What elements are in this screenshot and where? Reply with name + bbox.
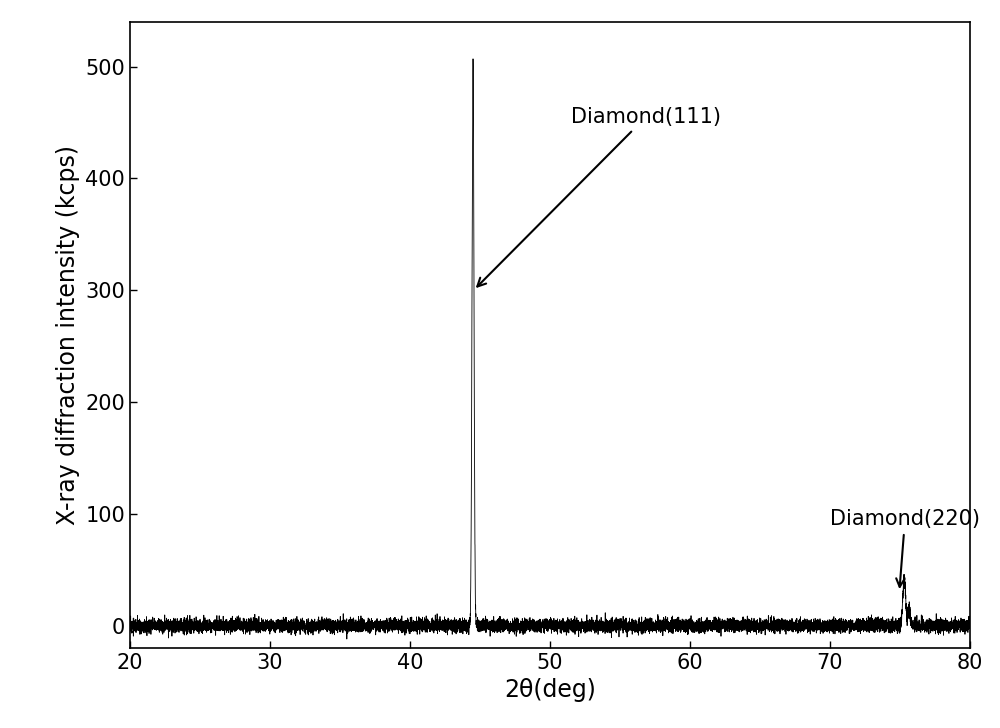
Text: Diamond(220): Diamond(220) <box>830 510 980 587</box>
Y-axis label: X-ray diffraction intensity (kcps): X-ray diffraction intensity (kcps) <box>56 145 80 525</box>
X-axis label: 2θ(deg): 2θ(deg) <box>504 678 596 703</box>
Text: Diamond(111): Diamond(111) <box>477 107 721 287</box>
